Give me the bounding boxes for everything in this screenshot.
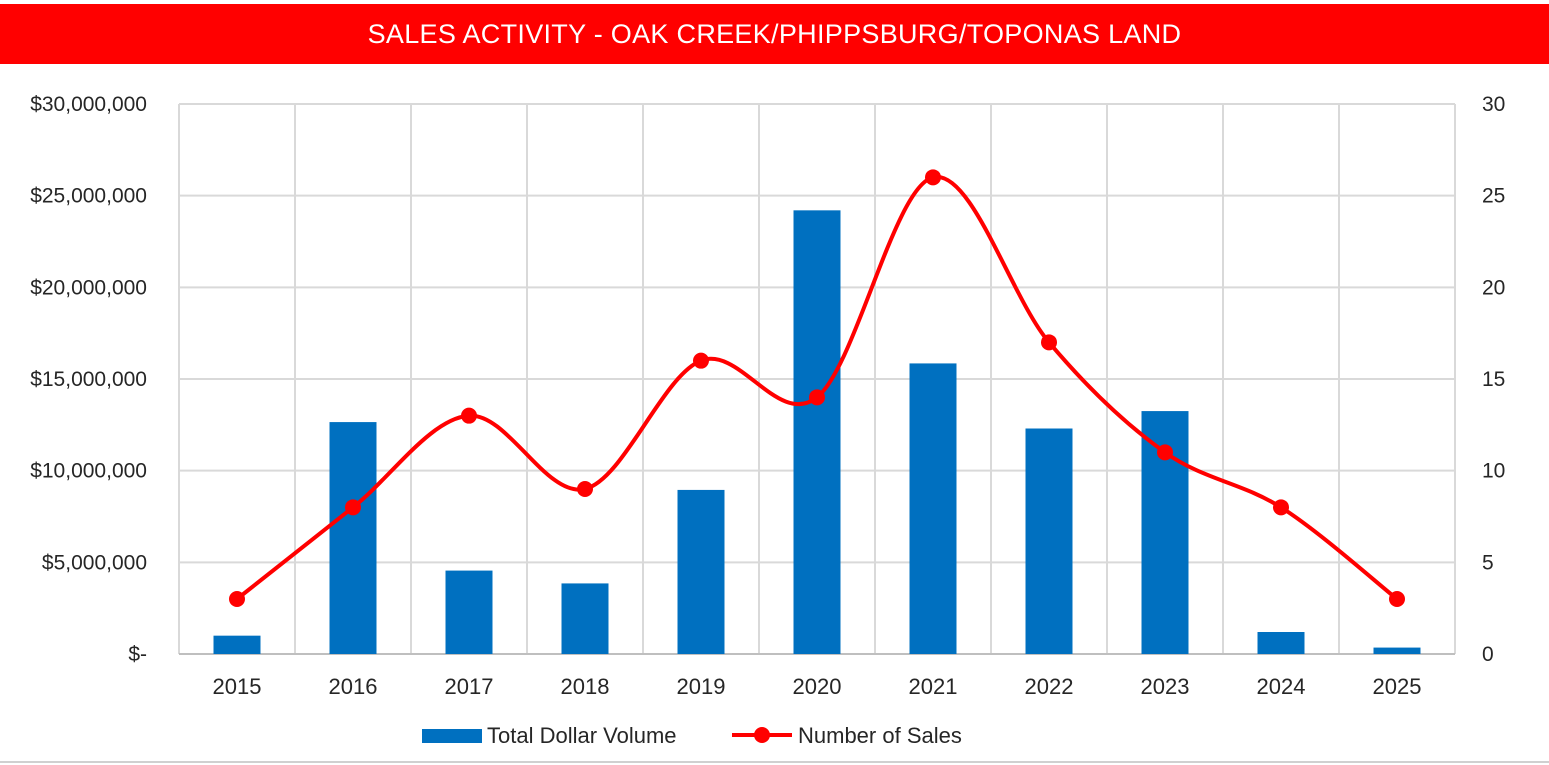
bar-total-dollar-volume	[1025, 428, 1073, 654]
y-left-tick-label: $5,000,000	[42, 551, 147, 574]
point-number-of-sales	[229, 591, 245, 607]
x-tick-label: 2020	[793, 674, 842, 699]
bar-total-dollar-volume	[677, 489, 725, 654]
legend-label-bar: Total Dollar Volume	[487, 723, 677, 748]
point-number-of-sales	[1041, 334, 1057, 351]
y-left-tick-label: $30,000,000	[30, 93, 147, 116]
legend-swatch-bar	[422, 729, 482, 743]
y-left-tick-label: $10,000,000	[30, 460, 147, 483]
point-number-of-sales	[925, 169, 941, 186]
bar-total-dollar-volume	[213, 635, 261, 654]
point-number-of-sales	[461, 407, 477, 424]
y-right-tick-label: 10	[1482, 460, 1505, 483]
legend-swatch-marker	[754, 727, 770, 743]
point-number-of-sales	[577, 481, 593, 497]
bar-total-dollar-volume	[445, 570, 493, 654]
point-number-of-sales	[809, 389, 825, 406]
y-left-tick-label: $20,000,000	[30, 276, 147, 299]
bar-total-dollar-volume	[1373, 647, 1421, 654]
bar-total-dollar-volume	[793, 210, 841, 655]
x-tick-label: 2017	[445, 674, 494, 699]
y-right-tick-label: 20	[1482, 276, 1505, 299]
x-tick-label: 2025	[1373, 674, 1422, 699]
y-right-tick-label: 5	[1482, 551, 1494, 574]
point-number-of-sales	[1389, 591, 1405, 607]
y-left-tick-label: $25,000,000	[30, 185, 147, 208]
point-number-of-sales	[693, 352, 709, 369]
y-right-tick-label: 30	[1482, 93, 1505, 116]
x-tick-label: 2021	[909, 674, 958, 699]
y-left-tick-label: $-	[128, 643, 147, 666]
chart-title-bar: SALES ACTIVITY - OAK CREEK/PHIPPSBURG/TO…	[0, 4, 1549, 64]
bottom-divider	[0, 761, 1549, 763]
y-right-tick-label: 25	[1482, 185, 1505, 208]
bar-total-dollar-volume	[909, 363, 957, 654]
x-tick-label: 2016	[329, 674, 378, 699]
x-tick-label: 2019	[677, 674, 726, 699]
x-tick-label: 2015	[213, 674, 262, 699]
y-left-tick-label: $15,000,000	[30, 368, 147, 391]
point-number-of-sales	[1157, 444, 1173, 461]
bar-total-dollar-volume	[1257, 632, 1305, 654]
bar-total-dollar-volume	[329, 422, 377, 654]
x-tick-label: 2018	[561, 674, 610, 699]
legend-label-line: Number of Sales	[798, 723, 962, 748]
y-right-tick-label: 0	[1482, 643, 1494, 666]
point-number-of-sales	[1273, 499, 1289, 516]
chart-title: SALES ACTIVITY - OAK CREEK/PHIPPSBURG/TO…	[367, 18, 1182, 49]
point-number-of-sales	[345, 499, 361, 516]
x-tick-label: 2022	[1025, 674, 1074, 699]
x-tick-label: 2024	[1257, 674, 1306, 699]
bar-total-dollar-volume	[561, 583, 609, 654]
x-tick-label: 2023	[1141, 674, 1190, 699]
y-right-tick-label: 15	[1482, 368, 1505, 391]
